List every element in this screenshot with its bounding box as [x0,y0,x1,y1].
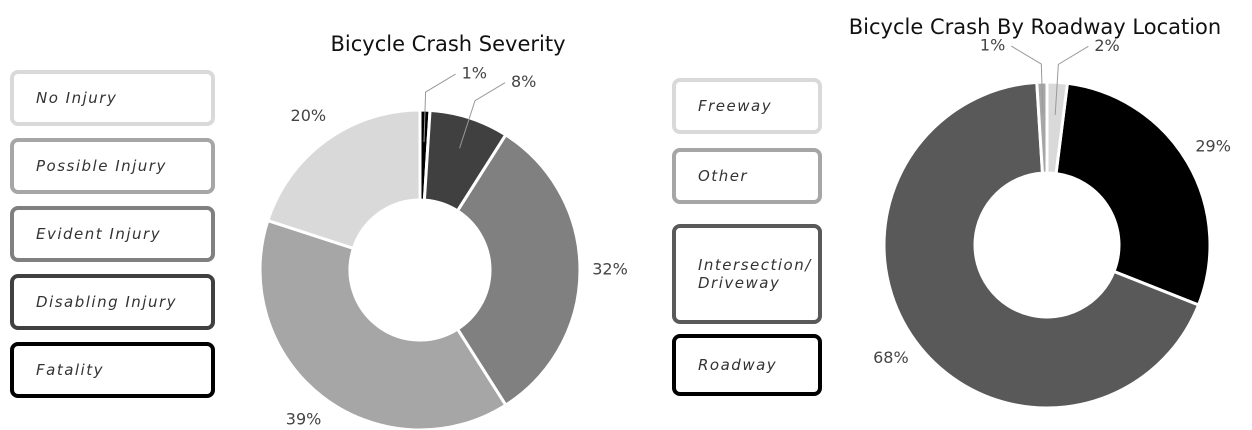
data-label: 8% [511,72,536,91]
legend-entry: Disabling Injury [10,274,215,330]
legend-entry: Intersection/ Driveway [672,224,822,324]
leader-line [1011,45,1044,115]
data-label: 2% [1094,36,1119,55]
donut-slice [882,80,1201,410]
legend-entry: Possible Injury [10,138,215,194]
leader-line [1054,45,1089,115]
legend-entry: Other [672,148,822,204]
donut-slice [1045,80,1070,176]
legend-entry: Roadway [672,334,822,396]
legend-entry: Evident Injury [10,206,215,262]
legend-entry: Freeway [672,78,822,134]
donut-slice [265,108,422,251]
leader-line [423,73,456,143]
leader-line [459,82,506,149]
data-label: 68% [873,348,909,367]
chart-title: Bicycle Crash Severity [330,32,565,56]
donut-slice [1054,81,1212,307]
data-label: 29% [1195,136,1231,155]
donut-slice [455,132,582,408]
legend-entry: Fatality [10,342,215,398]
donut-slice [258,218,508,430]
data-label: 1% [980,36,1005,55]
chart-title: Bicycle Crash By Roadway Location [849,15,1221,39]
legend-entry: No Injury [10,70,215,126]
data-label: 1% [462,64,487,83]
data-label: 32% [592,260,628,279]
data-label: 39% [286,410,322,429]
data-label: 20% [291,106,327,125]
